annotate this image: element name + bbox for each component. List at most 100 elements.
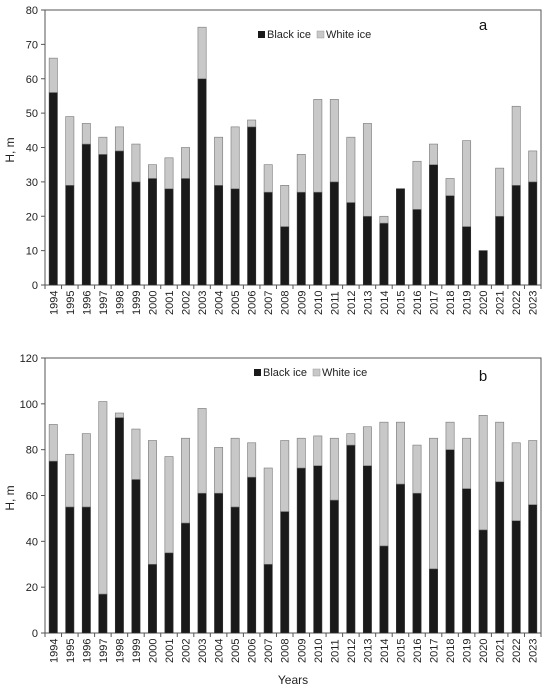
chart-b-bar-white-ice xyxy=(65,453,75,508)
chart-b-bar-black-ice xyxy=(65,506,75,634)
chart-a-bar-white-ice xyxy=(148,164,157,179)
chart-b-x-tick-label: 2001 xyxy=(164,639,176,663)
chart-b-bar-white-ice xyxy=(148,440,157,565)
chart-a-x-tick-label: 2018 xyxy=(445,291,457,315)
chart-a-y-tick-label: 50 xyxy=(26,108,38,120)
chart-a-bar-white-ice xyxy=(65,116,75,186)
chart-a-y-tick-label: 0 xyxy=(32,280,38,292)
chart-a-bar-white-ice xyxy=(98,136,108,155)
chart-a-bar-white-ice xyxy=(329,99,339,183)
chart-b-bar-black-ice xyxy=(81,506,91,634)
chart-b-x-tick-label: 2023 xyxy=(528,639,540,663)
chart-b-x-tick-label: 1995 xyxy=(65,639,77,663)
chart-b-bar-black-ice xyxy=(362,465,372,634)
chart-b-bar-black-ice xyxy=(313,465,323,634)
chart-a-bar-black-ice xyxy=(214,185,224,286)
chart-b-bar-white-ice xyxy=(263,467,273,565)
chart-a-bar-black-ice xyxy=(263,191,273,286)
chart-b-bar-white-ice xyxy=(362,426,372,467)
chart-b-bar-black-ice xyxy=(131,479,141,634)
chart-a-x-tick-label: 2010 xyxy=(313,291,325,315)
chart-b-bar-white-ice xyxy=(329,437,339,501)
chart-a-bar-white-ice xyxy=(346,136,356,203)
chart-a-bar-black-ice xyxy=(247,126,257,286)
chart-b-x-tick-label: 1997 xyxy=(98,639,110,663)
chart-a-bar-white-ice xyxy=(131,143,141,183)
chart-b-bar-white-ice xyxy=(313,435,323,467)
chart-b-bar-white-ice xyxy=(114,412,124,418)
chart-a-bar-black-ice xyxy=(429,164,438,286)
chart-a-bar-white-ice xyxy=(48,57,58,93)
chart-b-bar-black-ice xyxy=(412,492,422,634)
chart-b-x-tick-label: 2012 xyxy=(346,639,358,663)
chart-b-bar-white-ice xyxy=(296,437,306,469)
chart-b-bar-white-ice xyxy=(412,444,422,494)
chart-b-bar-white-ice xyxy=(478,414,488,531)
chart-a-bar-white-ice xyxy=(197,26,207,80)
chart-b-bar-white-ice xyxy=(346,433,356,446)
chart-b-bar-black-ice xyxy=(429,568,438,634)
chart-b-y-tick-label: 40 xyxy=(26,536,38,548)
chart-b-y-tick-label: 0 xyxy=(32,628,38,640)
chart-a-bar-black-ice xyxy=(346,202,356,286)
chart-a-bar-black-ice xyxy=(65,185,75,286)
chart-b-bar-black-ice xyxy=(148,563,157,634)
chart-a-bar-white-ice xyxy=(429,143,438,165)
chart-a-bar-black-ice xyxy=(495,215,505,286)
chart-b-bar-white-ice xyxy=(429,437,438,570)
chart-b-x-tick-label: 1994 xyxy=(48,639,60,663)
chart-a-bar-black-ice xyxy=(313,191,323,286)
chart-b-bar-black-ice xyxy=(462,488,472,634)
chart-b-bar-white-ice xyxy=(197,408,207,494)
chart-a-bar-white-ice xyxy=(412,160,422,210)
chart-a-bar-white-ice xyxy=(164,157,174,190)
chart-b-bar-black-ice xyxy=(214,492,224,634)
chart-b-x-tick-label: 2003 xyxy=(197,639,209,663)
chart-b-bar-white-ice xyxy=(164,456,174,554)
chart-a-y-tick-label: 40 xyxy=(26,143,38,155)
chart-a-bar-white-ice xyxy=(280,185,290,227)
chart-a-bar-black-ice xyxy=(511,185,521,286)
chart-a-y-tick-label: 80 xyxy=(26,5,38,17)
chart-b-bar-white-ice xyxy=(81,433,91,508)
chart-b-x-tick-label: 2000 xyxy=(147,639,159,663)
chart-a-x-tick-label: 2006 xyxy=(247,291,259,315)
chart-a-bar-white-ice xyxy=(379,215,389,224)
chart-b-legend-swatch-black-ice xyxy=(254,369,261,376)
chart-a-x-tick-label: 2020 xyxy=(478,291,490,315)
chart-b-bar-white-ice xyxy=(528,440,538,505)
chart-b-x-tick-label: 2002 xyxy=(181,639,193,663)
chart-b-x-tick-label: 2008 xyxy=(280,639,292,663)
chart-b-bar-black-ice xyxy=(263,563,273,634)
chart-a-x-tick-label: 2009 xyxy=(296,291,308,315)
chart-b-bar-black-ice xyxy=(48,460,58,634)
chart-a-x-tick-label: 2023 xyxy=(528,291,540,315)
chart-b-x-tick-label: 2020 xyxy=(478,639,490,663)
chart-b-bar-white-ice xyxy=(495,421,505,483)
chart-b-legend-label-black-ice: Black ice xyxy=(263,367,307,379)
chart-a-bar-white-ice xyxy=(313,99,323,193)
chart-b-x-tick-label: 1999 xyxy=(131,639,143,663)
chart-a-x-tick-label: 2011 xyxy=(329,291,341,315)
chart-a-x-tick-label: 2004 xyxy=(214,291,226,315)
chart-b-x-tick-label: 2005 xyxy=(230,639,242,663)
chart-b-y-axis-title: H, m xyxy=(3,485,17,510)
chart-a-bar-white-ice xyxy=(362,123,372,217)
chart-a-y-tick-label: 60 xyxy=(26,74,38,86)
chart-a-x-tick-label: 2005 xyxy=(230,291,242,315)
chart-a-bar-black-ice xyxy=(164,188,174,286)
chart-a-x-tick-label: 2000 xyxy=(147,291,159,315)
chart-a-x-tick-label: 1996 xyxy=(81,291,93,315)
chart-b-bar-black-ice xyxy=(478,529,488,634)
chart-a-x-tick-label: 2016 xyxy=(412,291,424,315)
chart-a-legend-swatch-white-ice xyxy=(316,30,325,39)
chart-a-bar-white-ice xyxy=(462,140,472,227)
chart-b-x-tick-label: 2018 xyxy=(445,639,457,663)
chart-b-y-tick-label: 120 xyxy=(20,353,38,365)
chart-a-bar-black-ice xyxy=(462,226,472,286)
chart-a-legend-label-white-ice: White ice xyxy=(326,29,371,41)
chart-a-bar-black-ice xyxy=(396,188,405,286)
chart-a-bar-white-ice xyxy=(495,167,505,217)
chart-a-legend-swatch-black-ice xyxy=(258,31,265,38)
